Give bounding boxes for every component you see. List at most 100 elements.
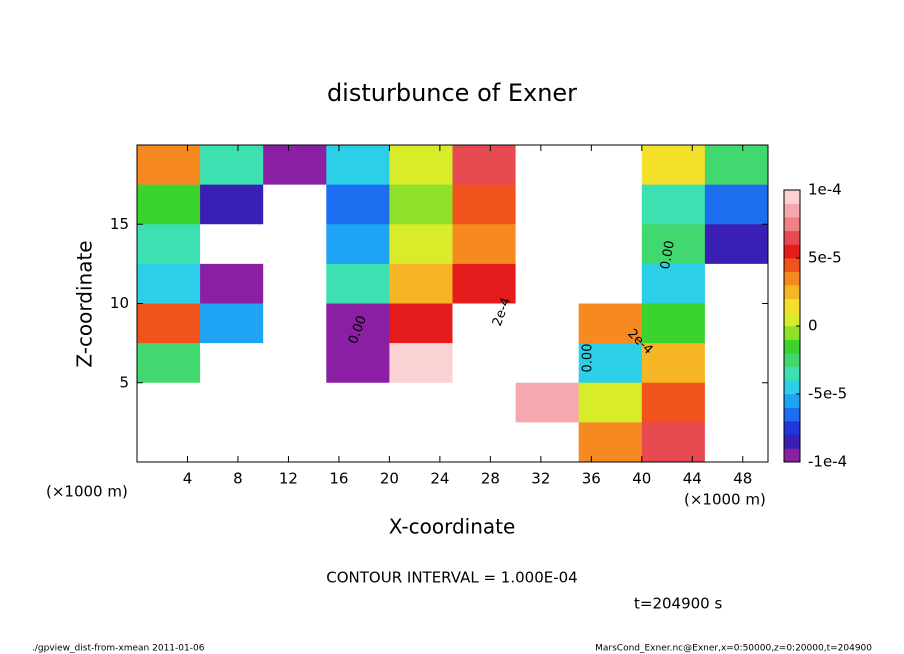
contour-interval: CONTOUR INTERVAL = 1.000E-04 [326,569,577,587]
field-cell [326,224,390,265]
field-cell [641,224,706,265]
footer-left: ./gpview_dist-from-xmean 2011-01-06 [32,644,205,654]
colorbar-swatch [784,271,800,286]
colorbar-label: -5e-5 [808,385,847,403]
colorbar-swatch [784,298,800,313]
y-tick-label: 10 [110,294,129,312]
colorbar-swatch [784,421,800,436]
field-cell [704,224,769,265]
field-cell [578,422,643,463]
field-cell [263,145,327,186]
x-tick-label: 48 [733,470,752,488]
field-cell [389,263,453,304]
y-unit: (×1000 m) [46,483,128,501]
field-cell [200,224,264,265]
field-cell [578,224,643,265]
colorbar-swatch [784,366,800,381]
field-cell [452,382,517,423]
field-cell [704,263,769,304]
field-cell [137,343,201,384]
field-cell [200,184,264,225]
field-cell [515,263,580,304]
field-cell [137,184,201,225]
field-cell [263,343,327,384]
field-cell [704,184,769,225]
colorbar-swatch [784,244,800,259]
field-cell [389,343,453,384]
x-tick-label: 28 [481,470,500,488]
colorbar-label: -1e-4 [808,453,847,471]
x-tick-label: 4 [183,470,193,488]
field-cell [326,303,390,344]
field-cell [515,382,580,423]
field-cell [137,263,201,304]
field-cell [452,343,517,384]
field-cell [641,145,706,186]
field-cell [389,422,453,463]
field-cell [263,382,327,423]
field-cell [578,343,643,384]
field-cell [326,422,390,463]
field-cell [515,145,580,186]
colorbar-swatch [784,312,800,327]
field-cell [326,184,390,225]
field-cell [200,145,264,186]
field-cell [326,145,390,186]
field-cell [578,184,643,225]
field-cell [704,343,769,384]
colorbar-swatch [784,203,800,218]
x-tick-label: 8 [233,470,243,488]
field-cell [326,263,390,304]
field-cell [578,382,643,423]
colorbar-label: 1e-4 [808,181,842,199]
x-tick-label: 20 [380,470,399,488]
x-axis-label: X-coordinate [389,515,516,539]
field-cell [263,422,327,463]
field-cell [578,263,643,304]
colorbar-label: 0 [808,317,818,335]
colorbar-swatch [784,217,800,232]
time-label: t=204900 s [634,595,722,613]
x-unit: (×1000 m) [684,491,766,509]
field-cell [452,303,517,344]
field-cell [515,343,580,384]
colorbar-swatch [784,339,800,354]
field-cell [515,422,580,463]
x-tick-label: 40 [632,470,651,488]
field-cell [515,184,580,225]
field-cell [452,184,517,225]
x-tick-label: 12 [279,470,298,488]
colorbar-swatch [784,380,800,395]
field-cell [452,422,517,463]
field-cell [137,145,201,186]
field-cell [515,303,580,344]
field-cell [704,422,769,463]
colorbar-swatch [784,394,800,408]
field-cell [452,224,517,265]
field-cell [641,303,706,344]
field-cell [389,382,453,423]
field-cell [200,303,264,344]
x-tick-label: 32 [531,470,550,488]
field-cell [389,303,453,344]
field-cell [641,184,706,225]
colorbar-swatch [784,326,800,340]
field-cell [452,263,517,304]
field-cell [578,303,643,344]
field-cell [326,382,390,423]
colorbar-swatch [784,353,800,368]
colorbar-label: 5e-5 [808,249,842,267]
colorbar-swatch [784,434,800,449]
colorbar-swatch [784,448,800,463]
x-tick-label: 44 [683,470,702,488]
field-cell [137,224,201,265]
field-cell [263,224,327,265]
colorbar-swatch [784,407,800,422]
field-cell [641,382,706,423]
x-tick-label: 16 [329,470,348,488]
field-cell [641,343,706,384]
field-cell [137,382,201,423]
colorbar-swatch [784,230,800,245]
field-cell [263,263,327,304]
